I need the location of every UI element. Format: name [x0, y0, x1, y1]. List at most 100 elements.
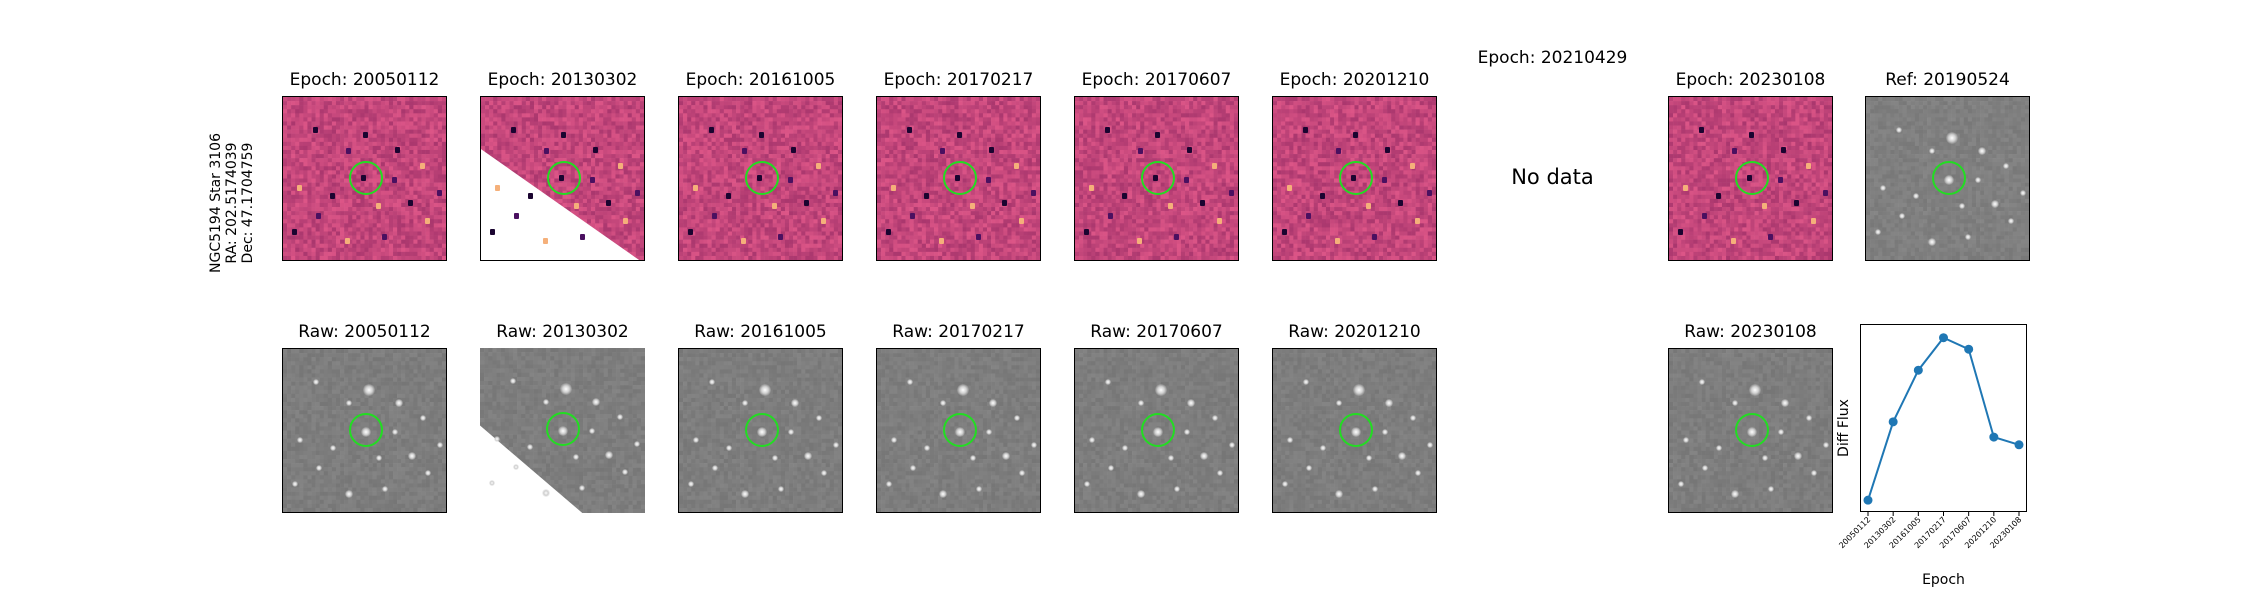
star: [1138, 400, 1144, 407]
target-circle: [545, 411, 580, 446]
star: [910, 464, 917, 471]
star: [604, 451, 613, 460]
star: [1212, 415, 1219, 422]
star: [375, 454, 382, 461]
panel-title: Raw: 20161005: [651, 322, 871, 342]
star: [1001, 452, 1010, 461]
star: [1108, 464, 1115, 471]
star: [778, 486, 785, 493]
residual-mark: [1319, 193, 1325, 199]
star: [1928, 238, 1936, 247]
star: [313, 379, 319, 385]
residual-mark: [1154, 132, 1160, 139]
star: [579, 485, 586, 492]
star: [345, 490, 353, 499]
star: [622, 468, 629, 475]
residual-mark: [1335, 238, 1340, 245]
star: [788, 428, 795, 435]
residual-mark: [544, 148, 549, 155]
star: [2003, 163, 2010, 170]
star: [1912, 193, 1919, 199]
target-circle: [1734, 412, 1769, 447]
star: [1336, 400, 1342, 407]
residual-mark: [907, 127, 912, 133]
residual-mark: [940, 148, 945, 155]
star: [1780, 399, 1789, 408]
star: [969, 454, 976, 461]
star: [296, 436, 303, 443]
star: [1217, 469, 1224, 476]
residual-mark: [1217, 217, 1223, 224]
residual-mark: [1228, 189, 1234, 196]
star: [1014, 415, 1021, 422]
residual-mark: [758, 132, 764, 139]
star: [923, 445, 930, 451]
residual-mark: [560, 132, 566, 139]
star: [1184, 428, 1191, 435]
star: [1748, 384, 1761, 397]
residual-mark: [1811, 217, 1817, 224]
star: [1715, 445, 1722, 451]
light-curve-chart: 20050112 20130302 20161005 20170217 20170607…: [1836, 324, 2027, 588]
panel-title: Epoch: 20201210: [1245, 70, 1465, 90]
residual-mark: [910, 212, 916, 219]
star: [329, 445, 336, 451]
residual-mark: [1780, 147, 1786, 154]
residual-mark: [1410, 163, 1416, 170]
residual-mark: [1105, 127, 1110, 133]
residual-mark: [1699, 127, 1704, 133]
star: [1137, 490, 1145, 499]
star: [362, 384, 375, 397]
star: [2008, 217, 2015, 224]
plot-frame: [1860, 324, 2027, 512]
star: [1975, 176, 1982, 183]
star: [1281, 481, 1288, 488]
residual-mark: [291, 229, 297, 236]
panel-title: Epoch: 20230108: [1641, 70, 1861, 90]
star: [758, 384, 771, 397]
data-point: [1989, 432, 1999, 442]
residual-mark: [362, 132, 368, 139]
difference-image: [876, 96, 1041, 261]
residual-mark: [1382, 176, 1388, 183]
residual-mark: [988, 147, 994, 154]
star: [1958, 202, 1965, 209]
residual-mark: [1281, 229, 1287, 236]
star: [382, 486, 389, 493]
residual-mark: [821, 217, 827, 224]
star: [741, 490, 749, 499]
star: [687, 481, 694, 488]
residual-mark: [816, 163, 822, 170]
residual-mark: [382, 234, 388, 241]
residual-mark: [1001, 200, 1007, 207]
star: [1822, 441, 1829, 448]
star: [1415, 469, 1422, 476]
star: [346, 400, 352, 407]
star: [1896, 127, 1902, 133]
star: [1806, 415, 1813, 422]
residual-mark: [692, 184, 698, 191]
difference-image: [678, 96, 843, 261]
star: [572, 453, 579, 460]
residual-mark: [939, 238, 944, 245]
star: [633, 440, 640, 447]
residual-mark: [511, 127, 516, 133]
star: [1732, 400, 1738, 407]
star: [712, 464, 719, 471]
star: [1761, 454, 1768, 461]
residual-mark: [392, 176, 398, 183]
star: [1990, 200, 1999, 209]
difference-image: [1668, 96, 1833, 261]
star: [771, 454, 778, 461]
star: [1768, 486, 1775, 493]
residual-mark: [1778, 176, 1784, 183]
residual-mark: [634, 189, 640, 196]
panel-title: Raw: 20170607: [1047, 322, 1267, 342]
residual-mark: [1088, 184, 1094, 191]
residual-mark: [725, 193, 731, 199]
star: [510, 378, 516, 384]
star: [1303, 379, 1309, 385]
raw-image: [876, 348, 1041, 513]
residual-mark: [375, 202, 381, 209]
star: [1977, 147, 1986, 156]
